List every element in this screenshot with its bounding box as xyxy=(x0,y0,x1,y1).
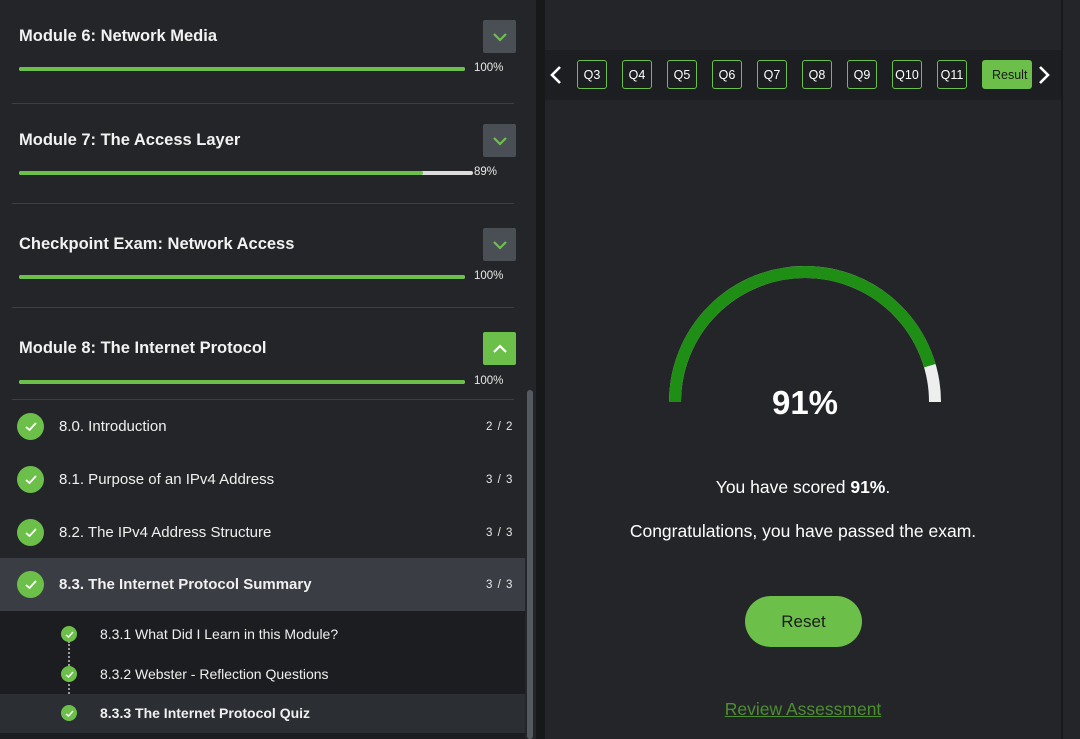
check-circle-icon xyxy=(17,519,44,546)
sublesson-item-active[interactable]: 8.3.3 The Internet Protocol Quiz xyxy=(0,694,525,733)
question-button-q8[interactable]: Q8 xyxy=(802,60,832,89)
sublesson-label: 8.3.3 The Internet Protocol Quiz xyxy=(100,705,311,721)
question-button-q5[interactable]: Q5 xyxy=(667,60,697,89)
module-progress-bar xyxy=(19,275,465,279)
lesson-label: 8.2. The IPv4 Address Structure xyxy=(59,524,272,541)
scrollbar-track[interactable] xyxy=(525,0,536,739)
score-sentence: You have scored 91%. xyxy=(545,477,1061,498)
score-sentence-prefix: You have scored xyxy=(715,477,851,497)
score-gauge xyxy=(669,265,941,403)
scrollbar-thumb[interactable] xyxy=(527,390,533,739)
question-button-q4[interactable]: Q4 xyxy=(622,60,652,89)
question-button-q10[interactable]: Q10 xyxy=(892,60,922,89)
lesson-label: 8.3. The Internet Protocol Summary xyxy=(59,576,312,593)
sublesson-label: 8.3.1 What Did I Learn in this Module? xyxy=(100,626,339,642)
course-outline-panel: Module 6: Network Media 100% Module 7: T… xyxy=(0,0,536,739)
check-circle-icon xyxy=(61,666,77,682)
question-button-q11[interactable]: Q11 xyxy=(937,60,967,89)
gauge-track xyxy=(669,266,941,403)
score-sentence-value: 91% xyxy=(850,477,886,497)
lesson-item[interactable]: 8.2. The IPv4 Address Structure 3 / 3 xyxy=(0,506,525,559)
module-title: Module 8: The Internet Protocol xyxy=(19,339,267,357)
chevron-left-icon xyxy=(550,66,561,84)
lesson-count: 3 / 3 xyxy=(486,473,514,486)
check-circle-icon xyxy=(61,626,77,642)
review-assessment-link[interactable]: Review Assessment xyxy=(724,699,882,719)
module-progress-bar xyxy=(19,171,473,175)
previous-questions-button[interactable] xyxy=(545,50,567,100)
chevron-down-icon xyxy=(492,32,507,42)
next-questions-button[interactable] xyxy=(1033,50,1055,100)
module-item[interactable]: Checkpoint Exam: Network Access 100% xyxy=(12,204,516,308)
collapse-toggle-button[interactable] xyxy=(483,332,516,365)
module-item[interactable]: Module 6: Network Media 100% xyxy=(12,0,516,104)
question-button-q6[interactable]: Q6 xyxy=(712,60,742,89)
sublesson-list: 8.3.1 What Did I Learn in this Module? 8… xyxy=(0,611,525,739)
panel-divider[interactable] xyxy=(536,0,545,739)
question-button-q7[interactable]: Q7 xyxy=(757,60,787,89)
gauge-fill xyxy=(669,265,936,403)
check-circle-icon xyxy=(17,571,44,598)
module-title: Checkpoint Exam: Network Access xyxy=(19,235,295,253)
lesson-count: 3 / 3 xyxy=(486,578,514,591)
module-title: Module 6: Network Media xyxy=(19,27,218,45)
sublesson-item[interactable]: 8.3.1 What Did I Learn in this Module? xyxy=(0,614,525,653)
check-circle-icon xyxy=(61,705,77,721)
module-progress-percent: 100% xyxy=(474,62,504,74)
check-circle-icon xyxy=(17,466,44,493)
score-percent: 91% xyxy=(771,384,839,421)
pass-message: Congratulations, you have passed the exa… xyxy=(629,521,977,541)
lesson-count: 3 / 3 xyxy=(486,526,514,539)
lesson-count: 2 / 2 xyxy=(486,420,514,433)
module-progress-percent: 89% xyxy=(474,166,498,178)
module-item[interactable]: Module 8: The Internet Protocol 100% xyxy=(12,308,516,400)
result-tab-button[interactable]: Result xyxy=(982,60,1032,89)
chevron-down-icon xyxy=(492,240,507,250)
window-edge xyxy=(1061,0,1063,739)
module-item[interactable]: Module 7: The Access Layer 89% xyxy=(12,100,516,204)
reset-button[interactable]: Reset xyxy=(745,596,862,647)
module-title: Module 7: The Access Layer xyxy=(19,131,241,149)
lesson-label: 8.1. Purpose of an IPv4 Address xyxy=(59,471,275,488)
question-button-q9[interactable]: Q9 xyxy=(847,60,877,89)
chevron-right-icon xyxy=(1039,66,1050,84)
question-navigation-bar: Q3 Q4 Q5 Q6 Q7 Q8 Q9 Q10 Q11 Result xyxy=(545,50,1061,100)
assessment-result-panel: Q3 Q4 Q5 Q6 Q7 Q8 Q9 Q10 Q11 Result 91% … xyxy=(545,0,1080,739)
score-sentence-suffix: . xyxy=(885,477,891,497)
lesson-item[interactable]: 8.1. Purpose of an IPv4 Address 3 / 3 xyxy=(0,453,525,506)
module-progress-percent: 100% xyxy=(474,270,504,282)
sublesson-label: 8.3.2 Webster - Reflection Questions xyxy=(100,666,329,682)
sublesson-item[interactable]: 8.3.2 Webster - Reflection Questions xyxy=(0,654,525,693)
module-progress-percent: 100% xyxy=(474,375,504,387)
question-button-q3[interactable]: Q3 xyxy=(577,60,607,89)
lesson-item-active[interactable]: 8.3. The Internet Protocol Summary 3 / 3 xyxy=(0,558,525,611)
module-progress-bar xyxy=(19,380,465,384)
expand-toggle-button[interactable] xyxy=(483,20,516,53)
module-progress-bar xyxy=(19,67,465,71)
chevron-down-icon xyxy=(492,136,507,146)
chevron-up-icon xyxy=(492,343,507,353)
lesson-item[interactable]: 8.0. Introduction 2 / 2 xyxy=(0,400,525,453)
expand-toggle-button[interactable] xyxy=(483,124,516,157)
expand-toggle-button[interactable] xyxy=(483,228,516,261)
lesson-label: 8.0. Introduction xyxy=(59,418,167,435)
check-circle-icon xyxy=(17,413,44,440)
